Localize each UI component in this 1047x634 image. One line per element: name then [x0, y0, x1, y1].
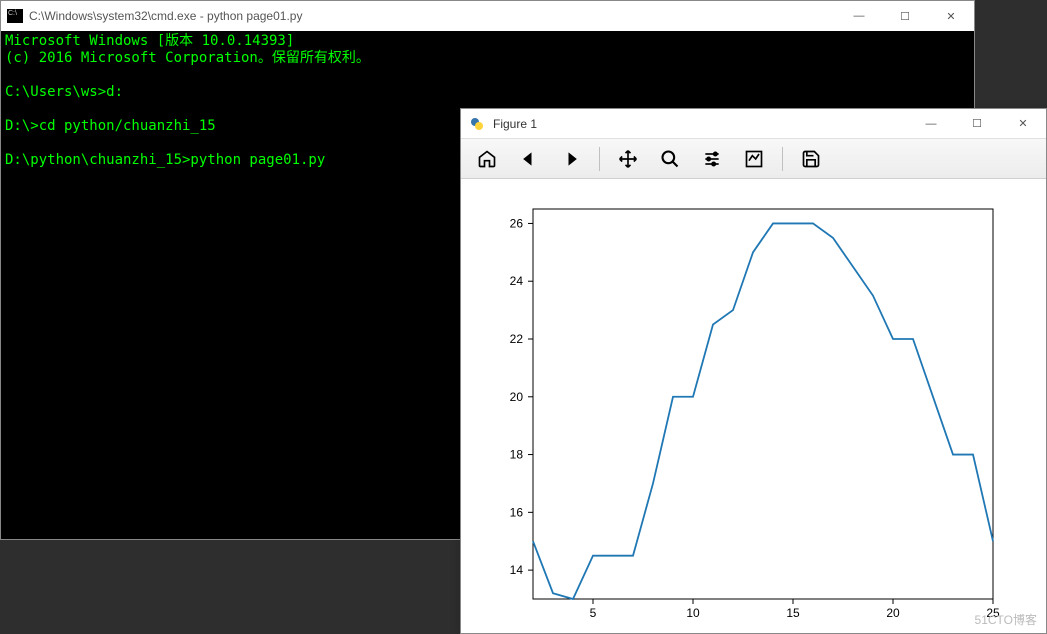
svg-text:10: 10	[686, 606, 700, 620]
figure-canvas[interactable]: 14161820222426510152025	[461, 179, 1046, 633]
cmd-line: Microsoft Windows [版本 10.0.14393]	[5, 33, 970, 50]
zoom-icon	[660, 149, 680, 169]
toolbar-separator	[782, 147, 783, 171]
config-button[interactable]	[694, 143, 730, 175]
line-chart: 14161820222426510152025	[461, 179, 1046, 633]
python-icon	[469, 116, 485, 132]
forward-icon	[561, 149, 581, 169]
watermark: 51CTO博客	[975, 611, 1037, 628]
cmd-line: (c) 2016 Microsoft Corporation。保留所有权利。	[5, 50, 970, 67]
cmd-title: C:\Windows\system32\cmd.exe - python pag…	[29, 9, 836, 23]
svg-text:16: 16	[510, 505, 524, 519]
svg-text:18: 18	[510, 448, 524, 462]
cmd-minimize-button[interactable]: —	[836, 1, 882, 31]
home-button[interactable]	[469, 143, 505, 175]
save-icon	[801, 149, 821, 169]
svg-text:15: 15	[786, 606, 800, 620]
back-button[interactable]	[511, 143, 547, 175]
figure-close-button[interactable]: ✕	[1000, 109, 1046, 139]
figure-title: Figure 1	[493, 117, 908, 131]
svg-text:5: 5	[590, 606, 597, 620]
pan-button[interactable]	[610, 143, 646, 175]
svg-text:20: 20	[886, 606, 900, 620]
forward-button[interactable]	[553, 143, 589, 175]
cmd-close-button[interactable]: ✕	[928, 1, 974, 31]
subplot-icon	[744, 149, 764, 169]
config-icon	[702, 149, 722, 169]
toolbar-separator	[599, 147, 600, 171]
cmd-maximize-button[interactable]: ☐	[882, 1, 928, 31]
cmd-titlebar[interactable]: C:\Windows\system32\cmd.exe - python pag…	[1, 1, 974, 31]
svg-text:20: 20	[510, 390, 524, 404]
back-icon	[519, 149, 539, 169]
cmd-window-controls: — ☐ ✕	[836, 1, 974, 31]
cmd-line	[5, 67, 970, 84]
svg-text:26: 26	[510, 216, 524, 230]
figure-titlebar[interactable]: Figure 1 — ☐ ✕	[461, 109, 1046, 139]
cmd-line: C:\Users\ws>d:	[5, 84, 970, 101]
zoom-button[interactable]	[652, 143, 688, 175]
subplot-button[interactable]	[736, 143, 772, 175]
cmd-icon	[7, 9, 23, 23]
figure-maximize-button[interactable]: ☐	[954, 109, 1000, 139]
figure-toolbar	[461, 139, 1046, 179]
figure-minimize-button[interactable]: —	[908, 109, 954, 139]
pan-icon	[618, 149, 638, 169]
svg-text:24: 24	[510, 274, 524, 288]
home-icon	[477, 149, 497, 169]
save-button[interactable]	[793, 143, 829, 175]
svg-text:14: 14	[510, 563, 524, 577]
svg-text:22: 22	[510, 332, 524, 346]
figure-window: Figure 1 — ☐ ✕	[460, 108, 1047, 634]
figure-window-controls: — ☐ ✕	[908, 109, 1046, 139]
